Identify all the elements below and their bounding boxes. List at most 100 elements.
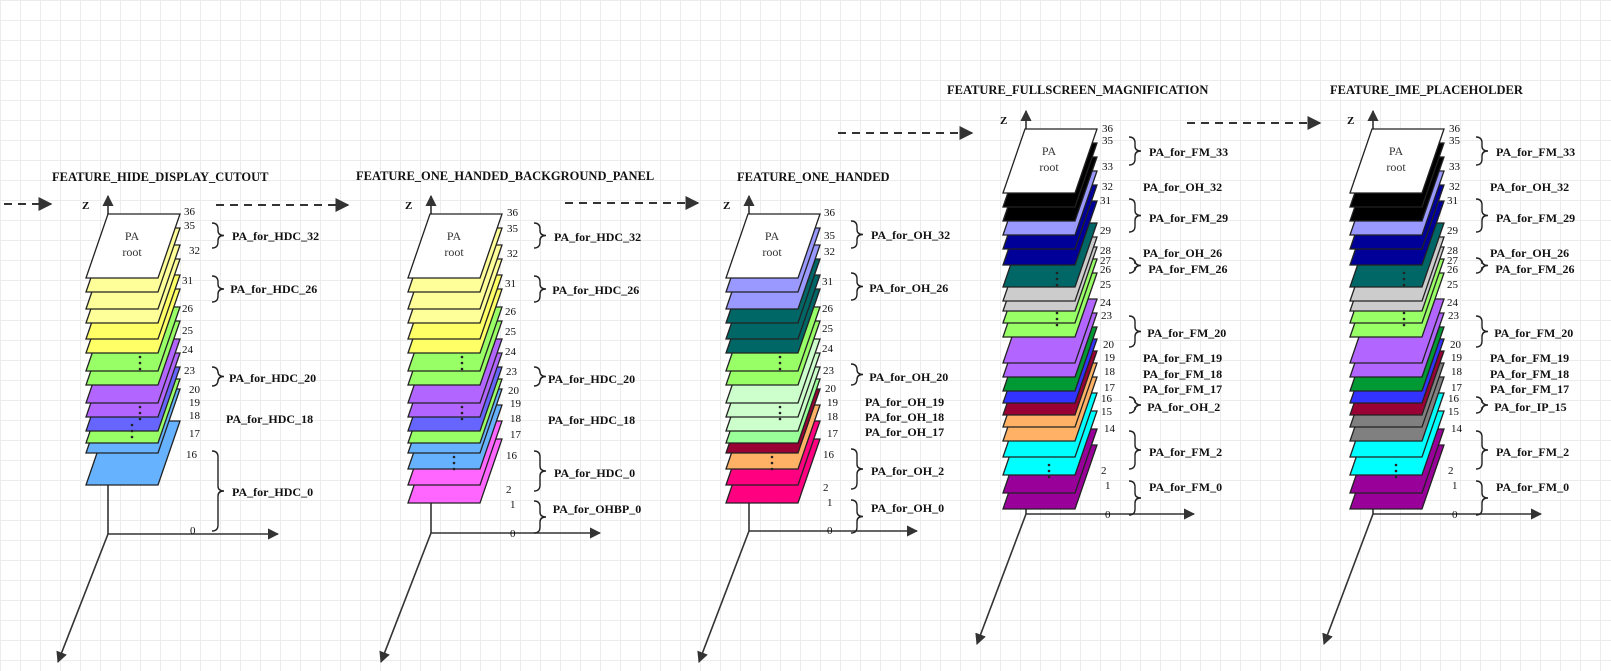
root-label: root	[122, 245, 142, 259]
brace	[533, 500, 547, 534]
layer-plane	[1002, 128, 1098, 194]
pa-label-group: PA_for_HDC_18	[226, 412, 313, 426]
z-order-number: 1	[827, 497, 833, 509]
pa-label-group: PA_for_FM_20	[1128, 315, 1226, 348]
ellipsis-dot	[1047, 469, 1051, 473]
pa-label-group: PA_for_OHBP_0	[533, 500, 641, 534]
z-order-number: 1	[510, 499, 516, 511]
z-order-number: 36	[1449, 123, 1461, 135]
ellipsis-dot	[138, 411, 142, 415]
pa-label: PA_for_OHBP_0	[553, 502, 641, 516]
pa-label: PA_for_HDC_26	[552, 283, 639, 297]
z-order-number: 26	[505, 306, 517, 318]
brace	[1475, 257, 1489, 274]
pa-label: PA_for_FM_0	[1496, 480, 1569, 494]
pa-label: PA_for_FM_0	[1149, 480, 1222, 494]
z-order-number: 2	[1448, 465, 1454, 477]
z-order-number: 17	[1104, 382, 1116, 394]
feature-title: FEATURE_FULLSCREEN_MAGNIFICATION	[947, 83, 1208, 97]
ellipsis-dot	[1402, 283, 1406, 287]
z-axis-label: Z	[82, 200, 89, 212]
pa-label: PA_for_HDC_0	[554, 466, 635, 480]
ellipsis-dot	[138, 417, 142, 421]
z-order-number: 28	[1100, 245, 1112, 257]
z-order-number: 25	[1447, 279, 1459, 291]
z-order-number: 33	[1102, 161, 1114, 173]
z-order-number: 35	[1102, 135, 1114, 147]
ellipsis-dot	[1394, 463, 1398, 467]
ellipsis-dot	[452, 455, 456, 459]
ellipsis-dot	[130, 423, 134, 427]
pa-label: PA_for_OH_26	[1490, 246, 1569, 260]
ellipsis-dot	[1055, 317, 1059, 321]
z-order-number: 23	[1448, 310, 1460, 322]
ellipsis-dot	[770, 461, 774, 465]
depth-axis	[379, 532, 432, 664]
z-order-number: 14	[1451, 423, 1463, 435]
z-order-number: 24	[182, 344, 194, 356]
brace	[211, 450, 225, 532]
z-order-number: 15	[1448, 406, 1460, 418]
ellipsis-dot	[778, 355, 782, 359]
ellipsis-dot	[1394, 469, 1398, 473]
z-order-number: 2	[506, 484, 512, 496]
pa-label-group: PA_for_OH_0	[850, 499, 944, 534]
ellipsis-dot	[1055, 277, 1059, 281]
pa-label-group: PA_for_OH_26	[850, 272, 948, 301]
pa-label-group: PA_for_OH_2	[850, 448, 944, 490]
pa-label-group: PA_for_FM_29	[1128, 198, 1228, 233]
z-order-number: 33	[1449, 161, 1461, 173]
z-order-number: 36	[824, 207, 836, 219]
z-order-number: 17	[189, 428, 201, 440]
root-label: root	[1386, 160, 1406, 174]
pa-label: PA_for_HDC_18	[548, 413, 635, 427]
z-order-number: 1	[1452, 480, 1458, 492]
feature-title: FEATURE_ONE_HANDED_BACKGROUND_PANEL	[356, 169, 654, 183]
brace	[1475, 198, 1489, 233]
pa-label: PA_for_OH_2	[1147, 400, 1220, 414]
pa-label-group: PA_for_FM_2	[1128, 430, 1222, 470]
pa-label: PA_for_OH_17	[865, 425, 944, 439]
brace	[1128, 480, 1142, 516]
pa-label-group: PA_for_IP_15	[1475, 396, 1567, 414]
z-order-number: 32	[1102, 181, 1113, 193]
ellipsis-dot	[778, 411, 782, 415]
pa-label: PA_for_FM_18	[1490, 367, 1569, 381]
z-order-number: 26	[1447, 264, 1459, 276]
pa-label: PA_for_FM_29	[1149, 211, 1228, 225]
pa-label-group: PA_for_OH_19	[865, 395, 944, 409]
pa-label: PA_for_OH_0	[871, 501, 944, 515]
z-order-number: 2	[823, 482, 829, 494]
z-order-number: 17	[827, 428, 839, 440]
pa-label-group: PA_for_FM_19	[1490, 351, 1569, 365]
brace	[1128, 198, 1142, 233]
pa-label: PA_for_FM_33	[1496, 145, 1575, 159]
z-order-number: 20	[1103, 339, 1115, 351]
pa-label-group: PA_for_OH_20	[850, 363, 948, 386]
pa-label-group: PA_for_FM_18	[1143, 367, 1222, 381]
brace	[533, 275, 547, 303]
z-order-number: 0	[510, 528, 516, 540]
pa-label-group: PA_for_FM_2	[1475, 430, 1569, 470]
root-label: root	[1039, 160, 1059, 174]
pa-label-group: PA_for_FM_19	[1143, 351, 1222, 365]
pa-label-group: PA_for_FM_17	[1490, 382, 1569, 396]
depth-axis	[697, 530, 750, 664]
depth-axis	[56, 533, 109, 664]
z-order-number: 0	[1452, 509, 1458, 521]
pa-label-group: PA_for_HDC_26	[533, 275, 639, 303]
z-order-number: 19	[1451, 352, 1463, 364]
z-order-number: 18	[510, 413, 522, 425]
z-order-number: 1	[1105, 480, 1111, 492]
ellipsis-dot	[778, 417, 782, 421]
z-order-number: 18	[1104, 366, 1116, 378]
pa-label-group: PA_for_HDC_32	[211, 222, 319, 249]
ellipsis-dot	[1055, 283, 1059, 287]
z-axis-label: Z	[1347, 115, 1354, 127]
z-order-number: 16	[186, 449, 198, 461]
z-order-number: 20	[1450, 339, 1462, 351]
z-order-number: 32	[1449, 181, 1460, 193]
z-order-number: 2	[1101, 465, 1107, 477]
z-order-number: 19	[510, 398, 522, 410]
ellipsis-dot	[460, 355, 464, 359]
